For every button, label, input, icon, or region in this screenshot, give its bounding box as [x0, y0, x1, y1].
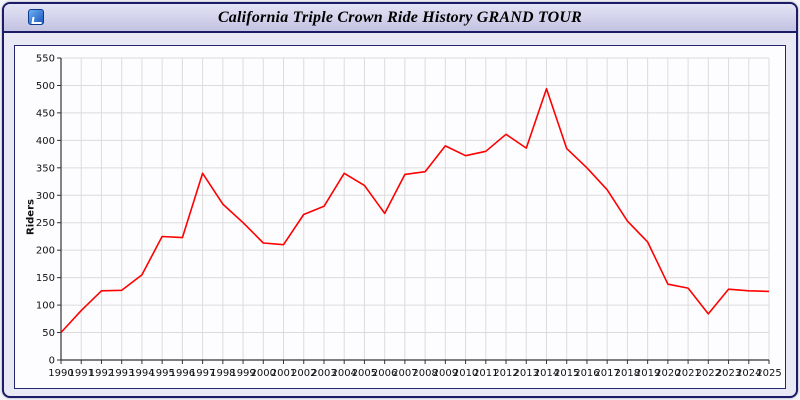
x-tick-label: 2005 [352, 368, 377, 379]
x-tick-label: 2000 [251, 368, 276, 379]
x-tick-label: 1999 [230, 368, 255, 379]
x-tick-label: 1993 [109, 368, 134, 379]
y-tick-label: 300 [36, 191, 55, 202]
x-tick-label: 2002 [291, 368, 316, 379]
chart-container: Riders 0 50 100 150 200 250 300 350 400 450 500 550… [14, 45, 786, 389]
riders-line-series [60, 87, 770, 334]
x-tick-label: 2019 [635, 368, 660, 379]
x-tick-label: 1994 [129, 368, 154, 379]
chart-area: Riders 0 50 100 150 200 250 300 350 400 450 500 550… [4, 33, 796, 396]
x-tick-label: 2013 [514, 368, 539, 379]
y-tick-label: 150 [36, 273, 55, 284]
title-bar: California Triple Crown Ride History GRA… [4, 4, 796, 33]
y-tick-label: 0 [49, 356, 55, 367]
x-tick-label: 1992 [89, 368, 114, 379]
x-tick-label: 1995 [149, 368, 174, 379]
x-tick-label: 2004 [331, 368, 356, 379]
x-tick-label: 2001 [271, 368, 296, 379]
x-tick-label: 2009 [433, 368, 458, 379]
x-tick-label: 1990 [48, 368, 73, 379]
x-tick-label: 1998 [210, 368, 235, 379]
x-tick-label: 2014 [534, 368, 559, 379]
x-tick-label: 2020 [655, 368, 680, 379]
x-tick-label: 1996 [170, 368, 195, 379]
x-tick-label: 2016 [574, 368, 599, 379]
x-tick-label: 2006 [372, 368, 397, 379]
x-tick-label: 2003 [311, 368, 336, 379]
x-tick-label: 2022 [696, 368, 721, 379]
y-tick-label: 450 [36, 108, 55, 119]
y-axis-label: Riders [25, 199, 37, 235]
x-tick-label: 1991 [69, 368, 94, 379]
y-tick-label: 50 [42, 328, 55, 339]
x-tick-label: 2018 [615, 368, 640, 379]
x-tick-label: 2025 [756, 368, 781, 379]
x-tick-label: 2023 [716, 368, 741, 379]
y-tick-label: 100 [36, 301, 55, 312]
x-tick-label: 2007 [392, 368, 417, 379]
x-tick-label: 2010 [453, 368, 478, 379]
chart-svg: 0501001502002503003504004505005501990199… [36, 54, 782, 380]
x-tick-label: 1997 [190, 368, 215, 379]
x-tick-label: 2015 [554, 368, 579, 379]
y-tick-label: 250 [36, 218, 55, 229]
x-tick-label: 2008 [412, 368, 437, 379]
x-tick-label: 2024 [736, 368, 761, 379]
window-icon [28, 9, 44, 25]
window-title: California Triple Crown Ride History GRA… [217, 8, 583, 26]
x-tick-label: 2011 [473, 368, 498, 379]
x-tick-label: 2012 [493, 368, 518, 379]
x-tick-label: 2021 [675, 368, 700, 379]
y-tick-label: 500 [36, 81, 55, 92]
y-tick-label: 400 [36, 136, 55, 147]
y-tick-label: 350 [36, 163, 55, 174]
y-tick-label: 550 [36, 54, 55, 65]
x-tick-label: 2017 [594, 368, 619, 379]
y-tick-label: 200 [36, 246, 55, 257]
